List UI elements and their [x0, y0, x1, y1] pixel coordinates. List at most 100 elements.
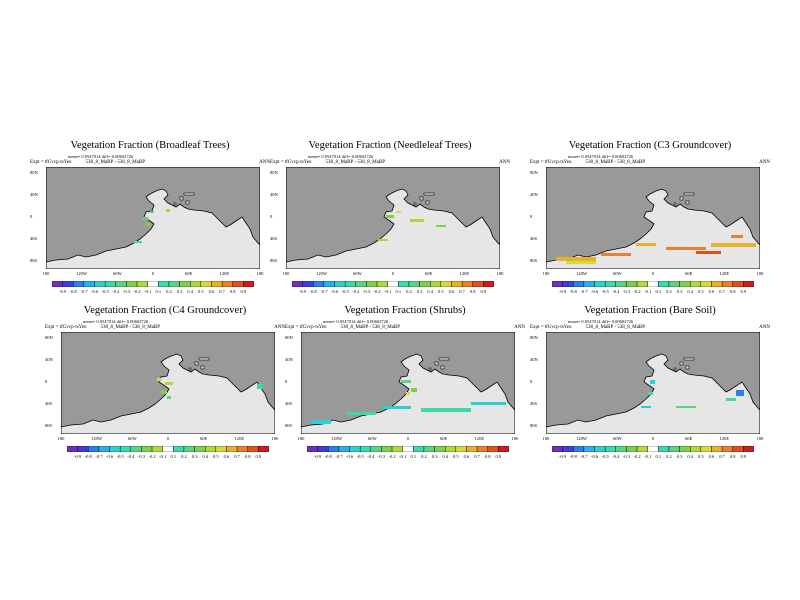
colorbar-tick-label: 0.3: [676, 289, 683, 294]
colorbar-tick-label: -0.5: [601, 454, 609, 459]
anomaly-patch: [401, 380, 411, 383]
longitude-tick-label: 120W: [331, 436, 343, 441]
experiment-id: Expt = tfGvcp-tsYeu: [270, 160, 312, 165]
map-plot: [546, 332, 760, 434]
colorbar-swatch: [658, 446, 670, 452]
anomaly-patch: [641, 406, 651, 408]
run-id: 538_8_MaBP - 538_8_MaBP: [340, 325, 401, 330]
colorbar-swatch: [52, 281, 63, 287]
panel-title: Vegetation Fraction (Bare Soil): [584, 305, 716, 316]
colorbar-tick-label: 0.7: [719, 454, 725, 459]
colorbar-tick-label: 0.6: [708, 289, 715, 294]
colorbar-swatch: [690, 446, 702, 452]
colorbar-tick-label: -0.2: [148, 454, 156, 459]
colorbar-tick-label: 0.9: [740, 454, 747, 459]
colorbar-tick-label: 0.6: [208, 289, 215, 294]
anomaly-patch: [736, 390, 744, 396]
panel-title: Vegetation Fraction (C4 Groundcover): [83, 305, 247, 316]
longitude-tick-label: 180: [42, 271, 50, 276]
period-label: ANN: [259, 160, 270, 165]
colorbar-swatch: [402, 446, 414, 452]
map-panel: Vegetation Fraction (Bare Soil) mean= 0.0…: [530, 305, 770, 459]
colorbar-tick-label: 0.2: [666, 454, 672, 459]
colorbar-tick-label: 0.2: [666, 289, 672, 294]
colorbar-swatch: [430, 281, 442, 287]
colorbar-tick-label: 0.1: [410, 454, 417, 459]
colorbar-swatch: [668, 281, 680, 287]
longitude-tick-label: 180: [496, 271, 504, 276]
colorbar-swatch: [636, 281, 648, 287]
latitude-tick-label: 0: [530, 214, 533, 219]
colorbar-swatch: [323, 281, 335, 287]
colorbar-tick-label: 0.7: [474, 454, 480, 459]
colorbar-swatch: [668, 446, 680, 452]
colorbar-swatch: [258, 446, 269, 452]
longitude-tick-label: 120W: [576, 271, 588, 276]
colorbar-tick-label: -0.9: [74, 454, 82, 459]
anomaly-patch: [134, 241, 142, 243]
colorbar-tick-label: 0.1: [395, 289, 402, 294]
colorbar-swatch: [151, 446, 163, 452]
longitude-tick-label: 60E: [185, 271, 193, 276]
map-panel: Vegetation Fraction (C3 Groundcover) mean…: [530, 140, 770, 294]
map-panel: Vegetation Fraction (Broadleaf Trees) mea…: [30, 140, 270, 294]
latitude-tick-label: 0: [270, 214, 273, 219]
colorbar-tick-label: -0.1: [644, 454, 652, 459]
colorbar-tick-label: -0.1: [644, 289, 652, 294]
colorbar-tick-label: 0.4: [442, 454, 449, 459]
latitude-tick-label: 80S: [270, 258, 278, 263]
colorbar-swatch: [370, 446, 382, 452]
colorbar-tick-label: 0.8: [229, 289, 236, 294]
land-area: [546, 188, 760, 269]
panel-subtitle: mean= 0.0547014 diff= 0.00602726: [68, 154, 134, 159]
anomaly-patch: [146, 223, 151, 226]
colorbar: [52, 281, 254, 287]
colorbar-tick-label: 0.4: [687, 289, 694, 294]
map-plot: [301, 332, 515, 434]
colorbar-swatch: [743, 446, 754, 452]
island: [183, 192, 195, 196]
run-id: 538_8_MaBP - 538_8_MaBP: [325, 160, 386, 165]
colorbar-tick-label: -0.8: [324, 454, 332, 459]
anomaly-patch: [650, 380, 655, 384]
latitude-tick-label: 40S: [270, 236, 278, 241]
longitude-tick-label: 120E: [719, 271, 730, 276]
experiment-id: Expt = tfGvcp-tsYeu: [30, 160, 72, 165]
latitude-tick-label: 80S: [30, 258, 38, 263]
colorbar-swatch: [307, 446, 318, 452]
colorbar-tick-label: 0.6: [463, 454, 470, 459]
anomaly-patch: [396, 211, 401, 213]
colorbar: [67, 446, 269, 452]
colorbar-swatch: [476, 446, 488, 452]
colorbar-swatch: [94, 281, 106, 287]
colorbar-swatch: [232, 281, 244, 287]
colorbar-tick-label: -0.1: [159, 454, 167, 459]
colorbar-swatch: [243, 281, 254, 287]
colorbar: [552, 281, 754, 287]
colorbar-tick-label: -0.7: [95, 454, 103, 459]
colorbar-swatch: [302, 281, 314, 287]
colorbar-tick-label: 0.3: [676, 454, 683, 459]
anomaly-patch: [666, 247, 706, 250]
map-panel: Vegetation Fraction (Shrubs) mean= 0.0547…: [285, 305, 525, 459]
colorbar-swatch: [690, 281, 702, 287]
colorbar-swatch: [419, 281, 431, 287]
colorbar-swatch: [552, 446, 563, 452]
colorbar-swatch: [366, 281, 378, 287]
latitude-tick-label: 80S: [285, 423, 293, 428]
anomaly-patch: [165, 382, 173, 385]
colorbar-swatch: [98, 446, 110, 452]
colorbar-tick-label: -0.2: [388, 454, 396, 459]
longitude-tick-label: 60W: [127, 436, 137, 441]
colorbar-swatch: [73, 281, 85, 287]
colorbar-swatch: [349, 446, 361, 452]
colorbar-tick-label: 0.8: [729, 454, 736, 459]
colorbar-tick-label: 0.5: [438, 289, 444, 294]
colorbar-swatch: [711, 281, 723, 287]
colorbar-swatch: [487, 446, 499, 452]
latitude-tick-label: 80N: [30, 170, 38, 175]
longitude-tick-label: 0: [406, 436, 410, 441]
colorbar-tick-label: 0.9: [240, 289, 247, 294]
colorbar-tick-label: 0.2: [181, 454, 187, 459]
colorbar-tick-label: 0.3: [176, 289, 183, 294]
